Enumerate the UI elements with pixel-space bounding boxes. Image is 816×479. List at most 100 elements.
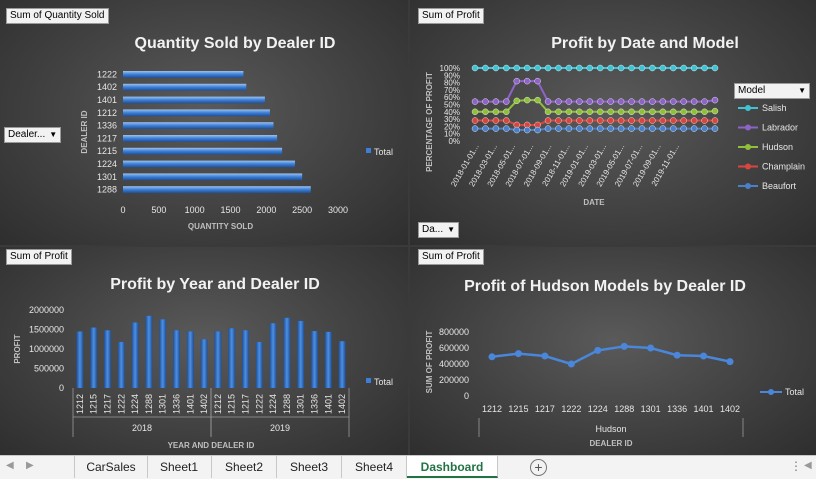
bar-2018-1336 <box>173 330 180 388</box>
bar-dealer-1217 <box>123 135 278 142</box>
bar-2018-1402 <box>200 339 208 388</box>
x-tick-label: 1500 <box>220 205 240 215</box>
point-champlain <box>617 117 625 124</box>
tab-sheet1[interactable]: Sheet1 <box>147 456 212 478</box>
bar-2019-1222 <box>255 341 263 388</box>
bar-2019-1402 <box>338 341 346 388</box>
point-beaufort <box>711 125 719 132</box>
x-tick-label: 1222 <box>116 394 126 414</box>
line-beaufort <box>475 127 715 132</box>
tab-sheet4[interactable]: Sheet4 <box>342 456 407 478</box>
chart-profit-by-date[interactable]: 0% 10% 20% 30% 40% 50% 60% 70% 80% 90% 100% 2018-01… <box>410 0 816 245</box>
x-axis-title: DATE <box>583 198 605 207</box>
point-labrador <box>586 98 593 105</box>
point-labrador <box>617 98 625 105</box>
point-salish <box>586 64 593 72</box>
scroll-tabs-icon[interactable]: ◀ <box>804 460 812 471</box>
y-tick-label: 40% <box>444 108 460 117</box>
point-hudson <box>492 108 500 116</box>
legend-label: Total <box>374 147 393 157</box>
x-tick-label: 1401 <box>694 404 714 414</box>
tab-dashboard[interactable]: Dashboard <box>407 456 498 478</box>
point-beaufort <box>555 125 562 132</box>
bar-2018-1217 <box>104 330 111 388</box>
profit-year-chart-svg: 0 500000 1000000 1500000 2000000 1212 1215 1217… <box>13 305 393 450</box>
point-salish <box>555 64 562 72</box>
point-salish <box>659 64 667 72</box>
point-dealer-1217 <box>541 352 549 360</box>
bar-2019-1215 <box>228 328 236 388</box>
bar-dealer-1215 <box>123 147 283 155</box>
date-filter-dropdown[interactable]: Da... ▼ <box>418 222 460 238</box>
bar-2019-1301 <box>297 320 305 388</box>
point-hudson <box>597 108 604 116</box>
x-tick-label: 1336 <box>667 404 687 414</box>
point-salish <box>576 64 583 72</box>
sum-profit-field-button[interactable]: Sum of Profit <box>6 249 72 265</box>
point-labrador <box>711 96 719 104</box>
chart-quantity-sold[interactable]: 1222 1402 1401 1212 1336 1217 1215 1224 1301 1288… <box>0 0 408 245</box>
point-champlain <box>503 117 510 124</box>
scroll-right-icon[interactable]: ▶ <box>26 460 34 471</box>
sum-profit-field-button[interactable]: Sum of Profit <box>418 249 484 265</box>
point-hudson <box>544 108 552 116</box>
point-labrador <box>523 77 531 85</box>
y-tick-label: 1336 <box>97 121 117 131</box>
x-axis-title: YEAR AND DEALER ID <box>168 441 255 450</box>
point-champlain <box>482 117 489 124</box>
point-labrador <box>659 98 667 105</box>
point-labrador <box>597 98 604 105</box>
x-tick-label: 1301 <box>641 404 661 414</box>
model-filter-dropdown[interactable]: Model ▼ <box>734 83 810 99</box>
y-tick-label: 2000000 <box>29 305 64 315</box>
bar-2019-1288 <box>283 317 291 388</box>
point-labrador <box>638 98 646 105</box>
group-label-2019: 2019 <box>270 423 290 433</box>
x-tick-label: 1215 <box>227 394 237 414</box>
x-tick-label: 1000 <box>185 205 205 215</box>
point-beaufort <box>607 125 614 132</box>
point-labrador <box>701 98 708 105</box>
more-options-icon[interactable]: ⋮ <box>790 459 802 473</box>
bar-2018-1288 <box>145 315 153 388</box>
add-sheet-button[interactable]: + <box>530 459 547 476</box>
bar-dealer-1401 <box>123 96 265 104</box>
point-hudson <box>523 96 531 104</box>
dealer-filter-dropdown[interactable]: Dealer... ▼ <box>4 127 62 143</box>
x-tick-label: 1217 <box>103 394 113 414</box>
point-labrador <box>607 98 614 105</box>
scroll-left-icon[interactable]: ◀ <box>6 460 14 471</box>
y-tick-label: 0 <box>59 383 64 393</box>
point-hudson <box>659 108 667 116</box>
point-champlain <box>586 117 593 124</box>
point-beaufort <box>617 125 625 132</box>
point-beaufort <box>492 125 500 132</box>
bar-2018-1222 <box>117 341 125 388</box>
dealer-filter-label: Dealer... <box>8 129 46 140</box>
tab-sheet3[interactable]: Sheet3 <box>277 456 342 478</box>
point-hudson <box>607 108 614 116</box>
chevron-down-icon: ▼ <box>49 130 58 139</box>
point-champlain <box>544 117 552 124</box>
chart-profit-by-year[interactable]: 0 500000 1000000 1500000 2000000 1212 1215 1217… <box>0 247 408 455</box>
bar-dealer-1222 <box>123 71 244 78</box>
bar-dealer-1301 <box>123 173 303 181</box>
x-tick-label: 1215 <box>508 404 528 414</box>
chart-hudson-profit[interactable]: 0 200000 400000 600000 800000 1212 1215 1217 122… <box>410 247 816 455</box>
y-tick-label: 80% <box>444 79 460 88</box>
point-labrador <box>534 77 541 85</box>
x-tick-label: 1288 <box>282 394 292 414</box>
sum-quantity-field-button[interactable]: Sum of Quantity Sold <box>6 8 109 24</box>
tab-carsales[interactable]: CarSales <box>74 456 148 478</box>
point-labrador <box>628 98 635 105</box>
hudson-chart-svg: 0 200000 400000 600000 800000 1212 1215 1217 122… <box>425 327 804 448</box>
point-beaufort <box>544 125 552 132</box>
sum-profit-field-button[interactable]: Sum of Profit <box>418 8 484 24</box>
point-beaufort <box>701 125 708 132</box>
tab-sheet2[interactable]: Sheet2 <box>212 456 277 478</box>
y-tick-label: 0% <box>448 137 460 146</box>
point-labrador <box>565 98 573 105</box>
x-tick-label: 1222 <box>254 394 264 414</box>
point-dealer-1222 <box>567 360 575 368</box>
bar-2018-1224 <box>131 322 139 388</box>
